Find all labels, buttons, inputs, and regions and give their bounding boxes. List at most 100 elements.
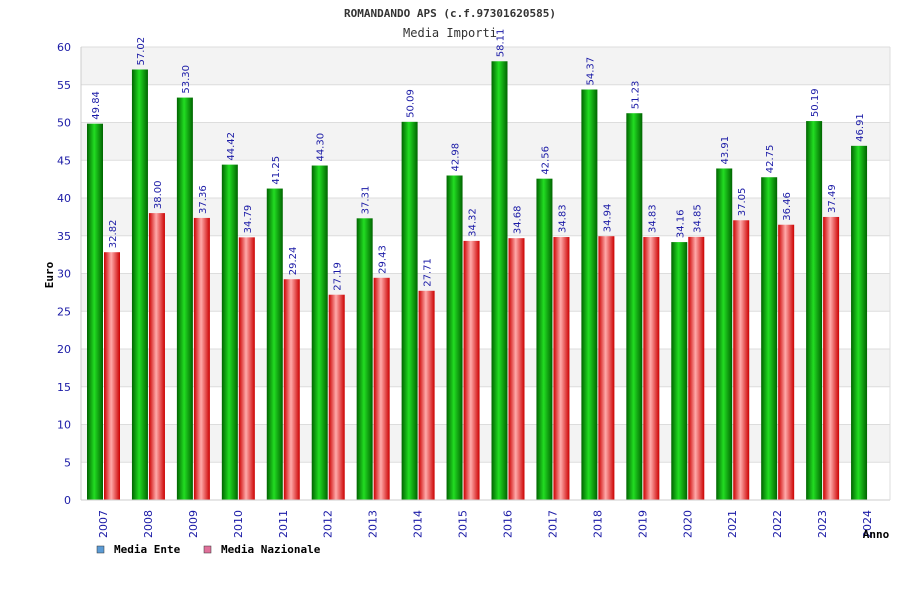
bar-media-nazionale — [823, 216, 840, 500]
bar-media-ente — [131, 69, 148, 501]
data-label-media-ente: 42.75 — [765, 145, 776, 174]
bars — [87, 61, 868, 501]
data-label-media-ente: 46.91 — [855, 113, 866, 142]
x-tick-label: 2011 — [277, 510, 290, 538]
x-tick-label: 2022 — [771, 510, 784, 538]
data-label-media-nazionale: 27.71 — [423, 258, 434, 287]
data-label-media-ente: 50.19 — [810, 88, 821, 117]
bar-media-ente — [311, 165, 328, 500]
bar-media-ente — [176, 97, 193, 501]
bar-media-nazionale — [643, 237, 660, 500]
y-tick-label: 35 — [57, 230, 71, 243]
bar-media-ente — [221, 164, 238, 500]
y-axis-label: Euro — [43, 261, 56, 288]
data-label-media-nazionale: 29.43 — [378, 245, 389, 274]
grid-band — [81, 47, 890, 85]
legend-label-media-ente: Media Ente — [114, 543, 181, 556]
y-tick-label: 20 — [57, 343, 71, 356]
bar-media-nazionale — [328, 294, 345, 500]
y-tick-label: 25 — [57, 305, 71, 318]
data-label-media-ente: 49.84 — [91, 91, 102, 120]
x-tick-label: 2019 — [636, 510, 649, 538]
data-label-media-nazionale: 34.85 — [692, 204, 703, 233]
grid-band — [81, 462, 890, 500]
chart-subtitle: Media Importi — [403, 26, 497, 40]
data-label-media-ente: 57.02 — [136, 37, 147, 66]
data-label-media-ente: 42.98 — [451, 143, 462, 172]
x-tick-label: 2020 — [681, 510, 694, 538]
chart-title: ROMANDANDO APS (c.f.97301620585) — [344, 7, 556, 20]
data-label-media-nazionale: 34.94 — [602, 204, 613, 233]
grid-band — [81, 424, 890, 463]
axes — [80, 47, 891, 501]
y-tick-label: 0 — [64, 494, 71, 507]
y-tick-label: 50 — [57, 117, 71, 130]
data-label-media-ente: 43.91 — [720, 136, 731, 165]
legend-swatch-media-nazionale — [203, 545, 212, 554]
x-tick-label: 2015 — [457, 510, 470, 538]
grid-band — [81, 160, 890, 198]
data-labels: 49.84 32.82 57.02 38.00 53.30 37.36 44.42 34.79… — [91, 29, 866, 291]
y-tick-label: 40 — [57, 192, 71, 205]
data-label-media-ente: 53.30 — [181, 65, 192, 94]
bar-media-ente — [356, 218, 373, 500]
bar-media-ente — [401, 121, 418, 501]
data-label-media-nazionale: 29.24 — [288, 247, 299, 276]
y-tick-label: 55 — [57, 79, 71, 92]
data-label-media-ente: 51.23 — [630, 81, 641, 110]
bar-media-nazionale — [688, 236, 705, 500]
bar-media-nazionale — [283, 279, 300, 500]
data-label-media-ente: 58.11 — [496, 29, 507, 58]
data-label-media-nazionale: 34.79 — [243, 205, 254, 234]
data-label-media-nazionale: 27.19 — [333, 262, 344, 291]
data-label-media-ente: 41.25 — [271, 156, 282, 185]
y-tick-label: 5 — [64, 456, 71, 469]
x-tick-label: 2024 — [861, 510, 874, 538]
x-tick-label: 2010 — [232, 510, 245, 538]
bar-media-ente — [761, 177, 778, 501]
data-label-media-nazionale: 38.00 — [153, 180, 164, 209]
y-tick-label: 30 — [57, 268, 71, 281]
x-tick-label: 2013 — [367, 510, 380, 538]
bar-media-nazionale — [148, 213, 165, 500]
plot-background — [81, 47, 890, 500]
x-tick-label: 2021 — [726, 510, 739, 538]
data-label-media-nazionale: 34.68 — [513, 206, 524, 235]
legend: Media Ente Media Nazionale — [96, 543, 321, 556]
bar-media-nazionale — [373, 277, 390, 500]
bar-media-nazionale — [598, 236, 615, 500]
x-tick-label: 2017 — [546, 510, 559, 538]
y-tick-label: 60 — [57, 41, 71, 54]
grid-band — [81, 273, 890, 312]
bar-media-ente — [266, 188, 283, 500]
legend-swatch-media-ente — [96, 545, 105, 554]
data-label-media-nazionale: 34.32 — [468, 208, 479, 237]
x-tick-label: 2008 — [142, 510, 155, 538]
y-tick-label: 10 — [57, 419, 71, 432]
x-tick-label: 2012 — [322, 510, 335, 538]
bar-media-ente — [536, 178, 553, 500]
data-label-media-nazionale: 34.83 — [647, 204, 658, 233]
grid-band — [81, 235, 890, 274]
grid-band — [81, 311, 890, 349]
x-tick-label: 2007 — [97, 510, 110, 538]
y-tick-label: 45 — [57, 154, 71, 167]
x-tick-label: 2018 — [591, 510, 604, 538]
bar-media-ente — [581, 89, 598, 500]
bar-media-nazionale — [508, 238, 525, 500]
x-axis-label: Anno — [863, 528, 890, 541]
data-label-media-nazionale: 37.49 — [827, 184, 838, 213]
grid-band — [81, 349, 890, 387]
bar-media-ente — [626, 113, 643, 500]
bar-media-nazionale — [733, 220, 750, 500]
bar-media-ente — [716, 168, 733, 501]
data-label-media-ente: 44.42 — [226, 132, 237, 161]
legend-label-media-nazionale: Media Nazionale — [221, 543, 321, 556]
bar-media-nazionale — [463, 240, 480, 500]
x-tick-label: 2009 — [187, 510, 200, 538]
bar-media-nazionale — [778, 224, 795, 501]
x-tick-labels: 2007 2008 2009 2010 2011 2012 2013 2014 2015 2016… — [97, 510, 874, 538]
bar-media-nazionale — [193, 217, 210, 500]
bar-media-ente — [806, 121, 823, 501]
